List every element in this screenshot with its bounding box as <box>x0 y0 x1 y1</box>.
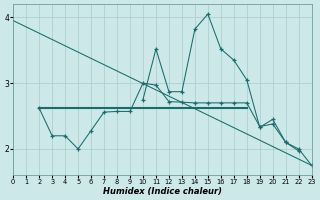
X-axis label: Humidex (Indice chaleur): Humidex (Indice chaleur) <box>103 187 222 196</box>
